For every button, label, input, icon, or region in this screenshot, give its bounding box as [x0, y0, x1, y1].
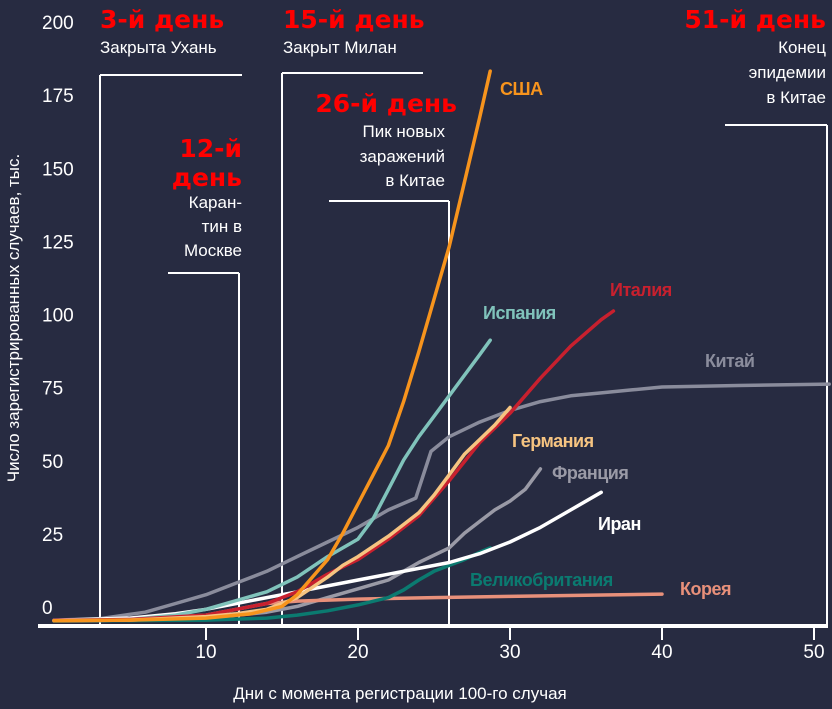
series-label: Корея [680, 579, 731, 599]
series-label: Испания [483, 303, 556, 323]
series-line-1 [52, 382, 831, 622]
annotation-text: Москве [184, 241, 242, 260]
y-tick-label: 50 [42, 452, 63, 473]
y-tick-label: 200 [42, 13, 74, 34]
annotation-text: Закрыта Ухань [100, 38, 217, 57]
series-label: Иран [598, 514, 641, 534]
series-lines [52, 69, 831, 623]
annotation-title: 15-й день [283, 5, 425, 34]
series-line-2 [52, 467, 543, 623]
y-tick-label: 150 [42, 159, 74, 180]
series-label: Германия [512, 431, 594, 451]
annotation-text: эпидемии [749, 63, 826, 82]
y-tick-label: 125 [42, 232, 74, 253]
annotation-title: 12-й [179, 134, 242, 163]
x-tick-label: 10 [195, 642, 216, 663]
x-tick-label: 20 [347, 642, 368, 663]
series-line-9 [52, 69, 492, 623]
series-line-6 [52, 338, 492, 623]
annotation-text: Конец [778, 38, 826, 57]
y-axis-title: Число зарегистрированных случаев, тыс. [4, 154, 23, 483]
series-label: Франция [552, 463, 628, 483]
x-axis-title: Дни с момента регистрации 100-го случая [233, 684, 567, 703]
x-tick-label: 40 [651, 642, 672, 663]
annotation-title: 26-й день [315, 89, 457, 118]
series-label: США [500, 79, 543, 99]
series-labels: Китай Франция Корея Великобритания Иран Испан… [470, 79, 755, 599]
annotation-text: Каран- [189, 193, 242, 212]
annotation-text: Закрыт Милан [283, 38, 397, 57]
y-tick-label: 75 [42, 379, 63, 400]
axes: 10 20 30 40 50 0 25 50 75 100 125 150 175 200 Дни с мо… [4, 13, 828, 703]
annotation-title: 51-й день [684, 5, 826, 34]
series-line-7 [52, 309, 616, 623]
annotation-title: день [172, 163, 242, 192]
annotation-text: в Китае [766, 88, 826, 107]
annotation-title: 3-й день [100, 5, 224, 34]
annotation-text: тин в [202, 217, 242, 236]
series-label: Италия [610, 280, 672, 300]
y-tick-label: 25 [42, 525, 63, 546]
annotation-text: Пик новых [363, 122, 446, 141]
x-tick-label: 50 [803, 642, 824, 663]
annotation-text: заражений [360, 147, 445, 166]
y-tick-label: 100 [42, 306, 74, 327]
x-tick-label: 30 [499, 642, 520, 663]
y-tick-label: 175 [42, 86, 74, 107]
y-tick-label: 0 [42, 598, 53, 619]
series-label: Китай [705, 351, 754, 371]
series-label: Великобритания [470, 570, 613, 590]
annotation-text: в Китае [385, 171, 445, 190]
